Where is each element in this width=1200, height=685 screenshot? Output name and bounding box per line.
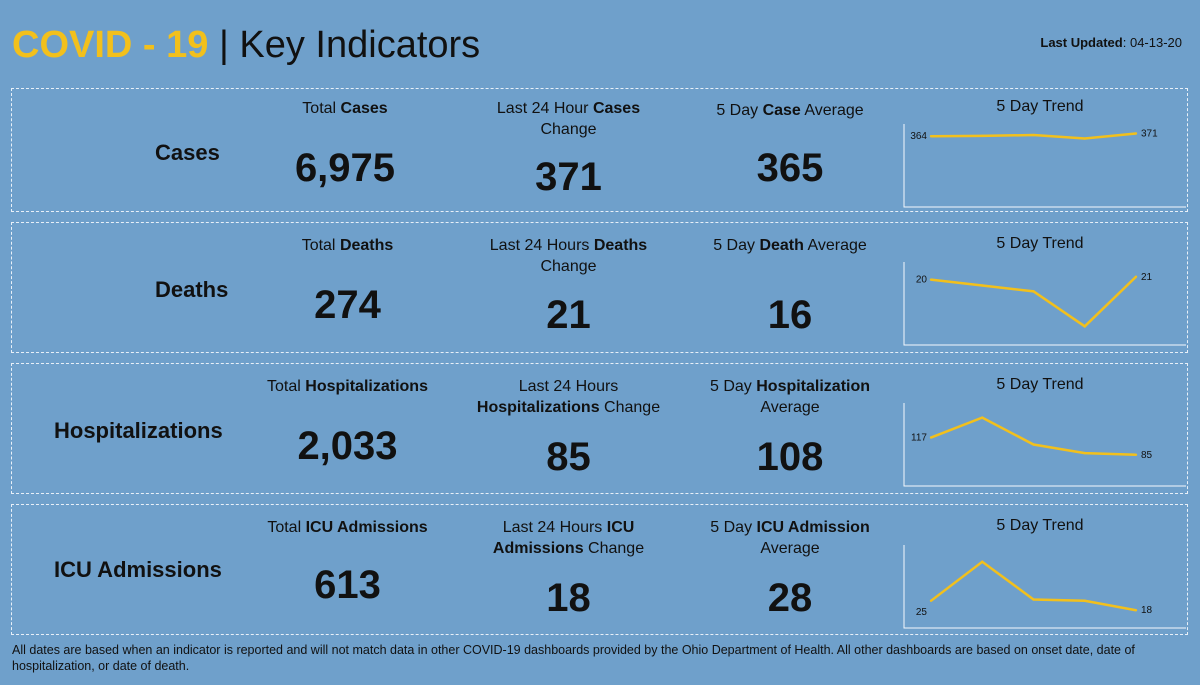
sparkline-point bbox=[929, 436, 933, 439]
sparkline-last-label: 18 bbox=[1141, 605, 1153, 616]
total-icu-value: 613 bbox=[314, 563, 381, 607]
sparkline-first-label: 364 bbox=[910, 131, 927, 142]
last-updated-value: : 04-13-20 bbox=[1122, 35, 1182, 50]
sparkline-first-label: 20 bbox=[916, 275, 928, 286]
sparkline-svg: 25 18 bbox=[903, 545, 1186, 629]
sparkline-last-label: 371 bbox=[1141, 129, 1158, 140]
sparkline-point bbox=[1134, 132, 1138, 135]
sparkline-line bbox=[930, 416, 1137, 457]
sparkline-axes bbox=[903, 403, 1186, 487]
title-key-indicators: Key Indicators bbox=[239, 24, 481, 66]
footnote: All dates are based when an indicator is… bbox=[12, 643, 1135, 673]
change-hosp-value: 85 bbox=[546, 435, 591, 479]
sparkline-first-label: 25 bbox=[916, 607, 928, 618]
trend-deaths-label: 5 Day Trend bbox=[996, 235, 1084, 252]
panel-hospitalizations bbox=[11, 363, 1188, 494]
panel-deaths bbox=[11, 222, 1188, 353]
sparkline-axes bbox=[903, 124, 1186, 208]
avg-icu-label: 5 Day ICU Admission Average bbox=[710, 519, 870, 557]
last-updated-label: Last Updated bbox=[1040, 35, 1123, 50]
title-covid: COVID - 19 bbox=[12, 24, 209, 66]
sparkline-point bbox=[1032, 133, 1035, 137]
change-deaths-value: 21 bbox=[546, 293, 591, 337]
trend-deaths-chart: 20 21 bbox=[903, 262, 1186, 346]
sparkline-point bbox=[981, 134, 984, 138]
trend-cases-label: 5 Day Trend bbox=[996, 98, 1084, 115]
trend-icu-chart: 25 18 bbox=[903, 545, 1186, 629]
sparkline-point bbox=[1032, 443, 1035, 446]
sparkline-point bbox=[981, 284, 984, 287]
avg-cases-value: 365 bbox=[756, 146, 824, 190]
sparkline-last-label: 85 bbox=[1141, 450, 1153, 461]
sparkline-point bbox=[1083, 325, 1086, 328]
sparkline-point bbox=[1032, 290, 1035, 293]
row-label-cases: Cases bbox=[155, 140, 220, 165]
sparkline-point bbox=[981, 416, 984, 419]
sparkline-point bbox=[1134, 453, 1138, 456]
sparkline-line bbox=[930, 275, 1137, 328]
sparkline-point bbox=[1083, 137, 1086, 140]
sparkline-line bbox=[930, 560, 1137, 612]
sparkline-point bbox=[1083, 451, 1086, 455]
sparkline-axes bbox=[903, 262, 1186, 346]
avg-hosp-label: 5 Day Hospitalization Average bbox=[709, 378, 871, 416]
change-deaths-label: Last 24 Hours Deaths Change bbox=[489, 237, 648, 275]
total-hosp-label: Total Hospitalizations bbox=[267, 378, 428, 395]
sparkline-last-label: 21 bbox=[1141, 272, 1153, 283]
trend-hosp-label: 5 Day Trend bbox=[996, 376, 1084, 393]
sparkline-point bbox=[1083, 599, 1086, 603]
total-deaths-value: 274 bbox=[314, 283, 381, 327]
sparkline-svg: 364 371 bbox=[903, 124, 1186, 208]
total-cases-value: 6,975 bbox=[294, 146, 396, 190]
sparkline-point bbox=[981, 560, 984, 563]
sparkline-svg: 20 21 bbox=[903, 262, 1186, 346]
sparkline-point bbox=[1032, 598, 1035, 601]
page-title: COVID - 19 | Key Indicators bbox=[12, 22, 480, 68]
avg-hosp-value: 108 bbox=[756, 435, 824, 479]
total-deaths-label: Total Deaths bbox=[301, 237, 394, 254]
row-label-deaths: Deaths bbox=[155, 277, 229, 302]
sparkline-point bbox=[1134, 609, 1138, 612]
trend-cases-chart: 364 371 bbox=[903, 124, 1186, 208]
avg-deaths-value: 16 bbox=[767, 293, 813, 337]
total-icu-label: Total ICU Admissions bbox=[267, 519, 428, 536]
panel-cases bbox=[11, 88, 1188, 212]
sparkline-svg: 117 85 bbox=[903, 403, 1186, 487]
row-label-icu: ICU Admissions bbox=[54, 557, 222, 582]
sparkline-point bbox=[929, 599, 933, 603]
title-separator: | bbox=[208, 24, 240, 66]
row-label-hospitalizations: Hospitalizations bbox=[54, 418, 223, 443]
trend-hosp-chart: 117 85 bbox=[903, 403, 1186, 487]
sparkline-axes bbox=[903, 545, 1186, 629]
total-cases-label: Total Cases bbox=[302, 100, 388, 117]
panel-icu bbox=[11, 504, 1188, 635]
sparkline-point bbox=[929, 135, 933, 138]
change-hosp-label: Last 24 Hours Hospitalizations Change bbox=[476, 378, 661, 416]
total-hosp-value: 2,033 bbox=[297, 424, 398, 468]
sparkline-first-label: 117 bbox=[911, 433, 927, 444]
avg-icu-value: 28 bbox=[767, 576, 813, 620]
change-icu-label: Last 24 Hours ICU Admissions Change bbox=[492, 519, 645, 557]
avg-deaths-label: 5 Day Death Average bbox=[713, 237, 867, 254]
change-icu-value: 18 bbox=[546, 576, 591, 620]
change-cases-value: 371 bbox=[535, 155, 602, 199]
trend-icu-label: 5 Day Trend bbox=[996, 517, 1084, 534]
change-cases-label: Last 24 Hour Cases Change bbox=[496, 100, 641, 138]
avg-cases-label: 5 Day Case Average bbox=[716, 102, 864, 119]
sparkline-point bbox=[929, 278, 933, 281]
sparkline-point bbox=[1134, 275, 1138, 278]
last-updated: Last Updated: 04-13-20 bbox=[1040, 35, 1182, 50]
